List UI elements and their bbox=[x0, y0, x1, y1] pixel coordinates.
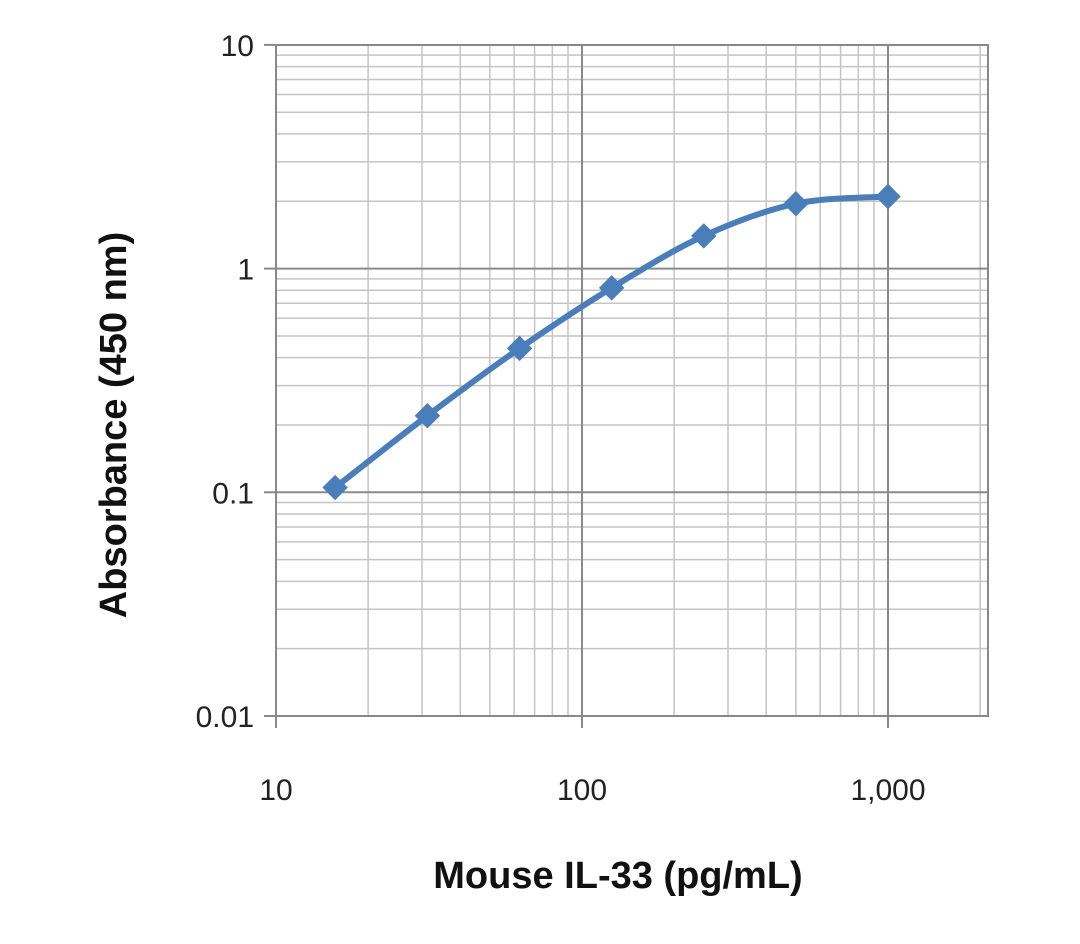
data-point-marker bbox=[506, 335, 533, 362]
series-layer bbox=[322, 183, 901, 501]
x-axis-title: Mouse IL-33 (pg/mL) bbox=[433, 855, 802, 897]
x-axis-tick-labels: 10 100 1,000 bbox=[259, 774, 925, 807]
y-axis-tick-labels: 0.01 0.1 1 10 bbox=[196, 30, 254, 734]
y-tick-label: 0.1 bbox=[212, 477, 254, 510]
data-point-marker bbox=[783, 191, 809, 217]
y-tick-label: 10 bbox=[221, 30, 254, 63]
x-tick-label: 10 bbox=[259, 774, 292, 807]
y-tick-label: 1 bbox=[237, 254, 254, 287]
plot-area-frame bbox=[275, 44, 989, 717]
data-point-marker bbox=[414, 402, 441, 429]
x-tick-label: 1,000 bbox=[850, 774, 925, 807]
y-tick-label: 0.01 bbox=[196, 701, 254, 734]
x-tick-label: 100 bbox=[557, 774, 607, 807]
minor-gridlines bbox=[276, 45, 988, 716]
data-point-marker bbox=[598, 275, 625, 301]
y-axis-title: Absorbance (450 nm) bbox=[93, 232, 135, 618]
data-point-marker bbox=[322, 474, 348, 501]
data-point-marker bbox=[875, 183, 901, 210]
series-line bbox=[332, 193, 891, 491]
data-point-marker bbox=[691, 223, 717, 249]
major-gridlines bbox=[264, 43, 988, 728]
